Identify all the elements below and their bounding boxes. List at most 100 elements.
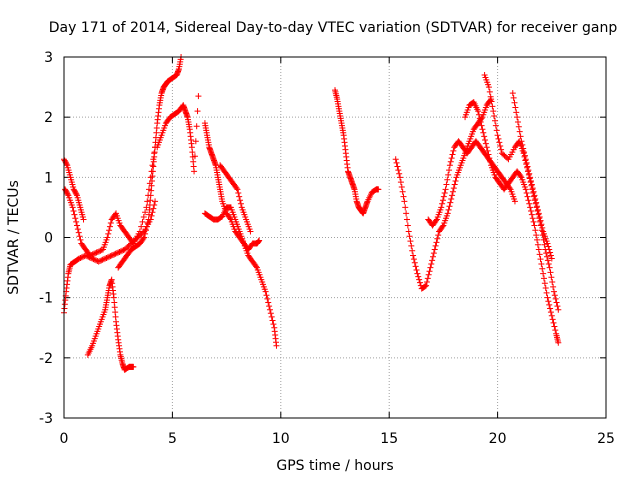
data-point xyxy=(544,253,551,260)
series-trace-j xyxy=(332,87,382,217)
data-point xyxy=(537,217,544,224)
data-point xyxy=(72,215,79,222)
data-point xyxy=(64,191,71,198)
data-point xyxy=(547,269,554,276)
axis-ticks: 0 5 10 15 20 25 -3 -2 -1 0 1 2 3 xyxy=(39,50,615,447)
data-point xyxy=(528,211,535,218)
data-point xyxy=(498,146,505,153)
data-point xyxy=(408,242,415,249)
data-point xyxy=(523,189,530,196)
x-tick-label: 20 xyxy=(489,431,507,447)
data-point xyxy=(445,171,452,178)
data-point xyxy=(522,186,529,193)
data-point xyxy=(103,254,110,261)
data-point xyxy=(539,224,546,231)
data-point xyxy=(233,185,240,192)
data-point xyxy=(406,233,413,240)
data-point xyxy=(76,255,83,262)
data-point xyxy=(98,247,105,254)
data-point xyxy=(424,275,431,282)
data-point xyxy=(423,282,430,289)
data-point xyxy=(142,227,149,234)
data-point xyxy=(90,256,97,263)
data-point xyxy=(191,153,198,160)
data-point xyxy=(493,127,500,134)
data-point xyxy=(492,122,499,129)
data-point xyxy=(439,223,446,230)
data-point xyxy=(527,208,534,215)
data-point xyxy=(445,206,452,213)
chart-title: Day 171 of 2014, Sidereal Day-to-day VTE… xyxy=(49,20,618,36)
data-point xyxy=(268,313,275,320)
data-point xyxy=(140,214,147,221)
data-point xyxy=(237,197,244,204)
data-point xyxy=(446,162,453,169)
data-point xyxy=(494,132,501,139)
data-point xyxy=(270,321,277,328)
data-point xyxy=(543,250,550,257)
data-point xyxy=(447,158,454,165)
y-tick-label: 2 xyxy=(44,110,53,126)
data-point xyxy=(108,252,115,259)
data-point xyxy=(139,218,146,225)
data-point xyxy=(477,118,484,125)
data-point xyxy=(71,211,78,218)
data-point xyxy=(451,181,458,188)
data-point xyxy=(546,301,553,308)
data-point xyxy=(482,140,489,147)
data-point xyxy=(77,254,84,261)
data-point xyxy=(431,246,438,253)
data-point xyxy=(85,253,92,260)
data-point xyxy=(541,241,548,248)
data-point xyxy=(526,170,533,177)
data-point xyxy=(97,247,104,254)
series-trace-h xyxy=(201,204,280,349)
data-point xyxy=(520,145,527,152)
data-point xyxy=(428,260,435,267)
data-point xyxy=(512,104,519,111)
data-point xyxy=(527,174,534,181)
data-point xyxy=(410,252,417,259)
data-point xyxy=(107,253,114,260)
data-point xyxy=(77,236,84,243)
data-point xyxy=(511,198,518,205)
y-tick-label: -1 xyxy=(39,291,53,307)
data-point xyxy=(543,289,550,296)
data-point xyxy=(449,192,456,199)
data-point xyxy=(395,167,402,174)
data-point xyxy=(487,93,494,100)
data-point xyxy=(519,141,526,148)
data-point xyxy=(403,216,410,223)
data-point xyxy=(80,216,87,223)
data-point xyxy=(106,223,113,230)
data-point xyxy=(423,279,430,286)
data-point xyxy=(524,193,531,200)
data-point xyxy=(399,188,406,195)
data-point xyxy=(235,189,242,196)
data-point xyxy=(550,283,557,290)
data-point xyxy=(535,210,542,217)
data-point xyxy=(192,138,199,145)
data-point xyxy=(524,163,531,170)
data-point xyxy=(545,243,552,250)
data-point xyxy=(441,189,448,196)
data-point xyxy=(486,88,493,95)
data-point xyxy=(432,242,439,249)
data-point xyxy=(266,306,273,313)
data-point xyxy=(450,185,457,192)
data-point xyxy=(89,255,96,262)
data-point xyxy=(546,246,553,253)
data-point xyxy=(547,305,554,312)
data-point xyxy=(513,109,520,116)
data-point xyxy=(544,257,551,264)
data-point xyxy=(450,147,457,154)
data-point xyxy=(514,114,521,121)
data-point xyxy=(144,198,151,205)
y-tick-label: -2 xyxy=(39,351,53,367)
data-point xyxy=(262,288,269,295)
data-point xyxy=(414,270,421,277)
data-point xyxy=(87,254,94,261)
data-point xyxy=(516,128,523,135)
data-point xyxy=(109,251,116,258)
